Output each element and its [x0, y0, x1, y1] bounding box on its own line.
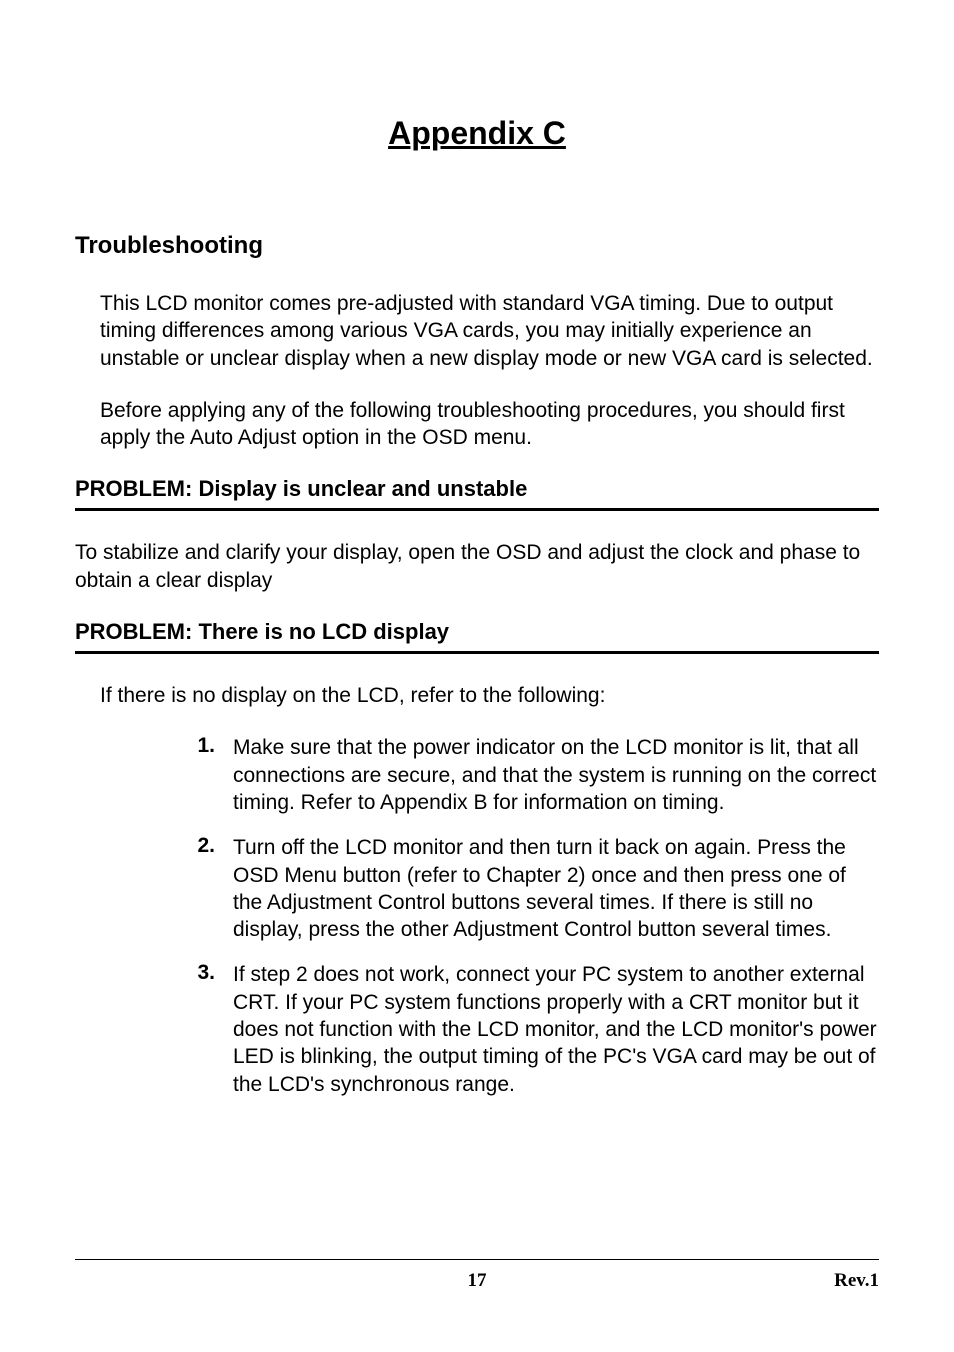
- intro-paragraph-2: Before applying any of the following tro…: [100, 397, 879, 452]
- appendix-title: Appendix C: [75, 115, 879, 152]
- list-item-number: 1.: [185, 734, 233, 816]
- problem-heading-no-display: PROBLEM: There is no LCD display: [75, 619, 879, 654]
- list-item: 3. If step 2 does not work, connect your…: [100, 961, 879, 1097]
- list-item-text: Turn off the LCD monitor and then turn i…: [233, 834, 879, 943]
- footer-row: 17 Rev.1: [75, 1270, 879, 1292]
- troubleshooting-steps-list: 1. Make sure that the power indicator on…: [100, 734, 879, 1098]
- list-item-number: 2.: [185, 834, 233, 943]
- revision-label: Rev.1: [834, 1270, 879, 1292]
- list-item: 2. Turn off the LCD monitor and then tur…: [100, 834, 879, 943]
- footer-rule: [75, 1259, 879, 1260]
- page-number: 17: [75, 1270, 879, 1292]
- problem-unclear-body: To stabilize and clarify your display, o…: [75, 539, 879, 594]
- list-item-number: 3.: [185, 961, 233, 1097]
- list-item-text: If step 2 does not work, connect your PC…: [233, 961, 879, 1097]
- section-heading-troubleshooting: Troubleshooting: [75, 232, 879, 260]
- intro-paragraph-1: This LCD monitor comes pre-adjusted with…: [100, 290, 879, 372]
- page-footer: 17 Rev.1: [75, 1259, 879, 1292]
- list-item: 1. Make sure that the power indicator on…: [100, 734, 879, 816]
- list-item-text: Make sure that the power indicator on th…: [233, 734, 879, 816]
- problem-no-display-intro: If there is no display on the LCD, refer…: [100, 682, 879, 709]
- problem-heading-unclear: PROBLEM: Display is unclear and unstable: [75, 476, 879, 511]
